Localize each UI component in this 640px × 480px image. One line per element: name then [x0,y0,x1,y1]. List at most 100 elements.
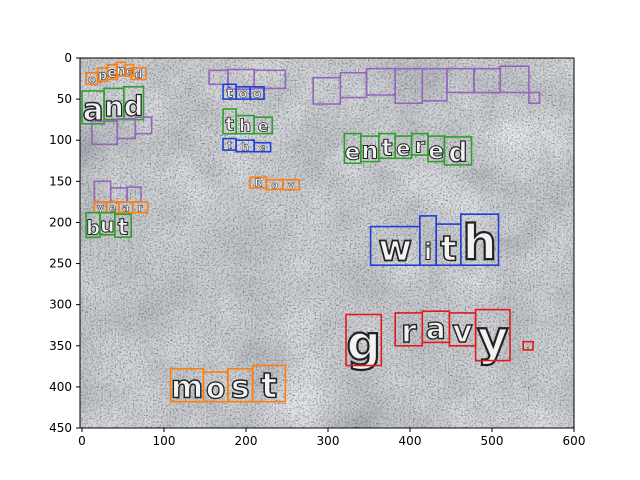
annotated-word [343,132,473,166]
word-char-glyph: p [98,67,107,82]
word-char-glyph: t [227,139,232,152]
background-image [80,58,574,428]
word-char-glyph: w [378,227,412,270]
char-bounding-box [253,116,273,135]
char-bounding-box [253,69,287,90]
word-char-glyph: s [231,370,250,406]
plot-frame [79,57,575,429]
char-bounding-box [134,116,153,135]
char-bounding-box [124,63,135,77]
annotated-word [249,176,301,191]
y-tick-label: 0 [64,51,72,65]
char-bounding-box [459,213,500,266]
word-char-glyph: h [462,215,496,271]
char-bounding-box [499,65,530,94]
word-char-glyph: t [225,115,234,136]
word-char-glyph: h [239,116,251,136]
word-char-glyph: t [261,366,277,406]
annotated-word [91,116,153,146]
word-char-glyph: r [415,133,425,157]
annotated-word [169,364,287,403]
word-char-glyph: y [97,203,104,214]
word-char-glyph: n [116,62,125,77]
word-char-glyph: d [135,68,143,81]
word-char-glyph: . [527,342,530,351]
word-char-glyph: o [253,87,261,101]
word-char-glyph: y [288,180,294,191]
x-tick-label: 300 [317,434,340,448]
annotated-word [222,83,265,100]
word-char-glyph: o [239,87,247,101]
y-tick-label: 50 [57,92,72,106]
char-bounding-box [345,313,383,367]
y-tick-label: 200 [49,215,72,229]
word-char-glyph: e [345,140,361,166]
word-char-glyph: u [100,213,115,237]
word-char-glyph: h [241,140,249,153]
char-bounding-box [522,340,534,351]
word-char-glyph: d [448,138,467,169]
word-char-glyph: g [346,315,381,371]
word-char-glyph: e [108,66,117,82]
y-tick-label: 100 [49,133,72,147]
char-bounding-box [443,136,473,166]
char-bounding-box [528,91,541,104]
word-char-glyph: o [271,180,278,191]
annotated-word [85,211,133,239]
word-char-glyph: t [118,215,128,240]
y-axis: 0 50 100 150 200 250 300 350 400 450 [49,51,80,435]
char-bounding-box [123,86,145,121]
word-char-glyph: b [86,216,100,239]
char-bounding-box [114,213,133,238]
word-char-glyph: r [138,203,143,214]
x-tick-label: 200 [235,434,258,448]
word-char-glyph: o [206,372,225,405]
x-tick-label: 0 [78,434,86,448]
word-char-glyph: e [258,118,269,136]
x-tick-label: 500 [481,434,504,448]
char-bounding-box [253,141,272,153]
word-char-glyph: a [83,92,104,128]
char-bounding-box [249,86,265,100]
x-tick-label: 600 [563,434,586,448]
word-char-glyph: t [226,85,233,101]
word-char-glyph: d [124,90,144,123]
annotated-word [208,68,287,91]
y-tick-label: 450 [49,421,72,435]
x-tick-label: 100 [153,434,176,448]
word-char-glyph: e [109,203,116,214]
word-layer: o p e n e da n d t o ot h et h eR o ye n t e r e dy e a rb u t w i t hg… [82,62,530,407]
annotated-word [222,137,272,153]
y-tick-label: 250 [49,257,72,271]
char-bounding-box [130,67,147,81]
word-char-glyph: e [259,144,265,154]
word-char-glyph: a [426,312,446,347]
word-char-glyph: a [122,203,129,214]
word-char-glyph: m [171,370,204,406]
char-bounding-box [132,201,149,214]
word-char-glyph: r [401,314,417,350]
word-char-glyph: e [428,139,444,165]
word-char-glyph: t [382,135,393,161]
annotated-word [81,86,145,125]
word-char-glyph: R [254,179,262,190]
word-char-glyph: i [424,239,432,265]
y-tick-label: 400 [49,380,72,394]
word-char-glyph: n [104,90,124,123]
word-char-glyph: v [452,314,472,350]
annotated-word [85,61,147,86]
word-char-glyph: o [88,73,96,86]
annotated-word [222,108,273,135]
char-bounding-box [282,178,301,191]
annotated-word [345,308,534,367]
y-tick-label: 300 [49,298,72,312]
annotated-word [369,213,500,267]
char-bounding-box [251,364,287,403]
char-bounding-box [106,63,119,81]
y-tick-label: 150 [49,174,72,188]
word-char-glyph: t [440,229,456,269]
word-char-glyph: e [396,136,410,161]
x-tick-label: 400 [399,434,422,448]
word-char-glyph: n [361,137,378,165]
